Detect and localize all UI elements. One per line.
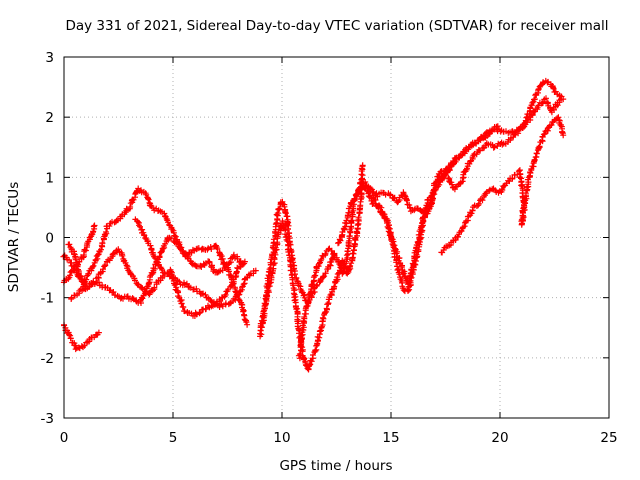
x-tick-label: 10 — [273, 430, 290, 446]
y-tick-label: 3 — [45, 50, 54, 66]
y-tick-label: 0 — [45, 231, 54, 247]
y-tick-label: 1 — [45, 170, 54, 186]
plot-frame — [63, 56, 610, 419]
y-tick-label: -3 — [41, 411, 54, 427]
x-tick-label: 25 — [600, 430, 617, 446]
series-track-i — [295, 95, 564, 362]
series-track-f — [132, 216, 259, 310]
y-tick-label: -2 — [41, 351, 54, 367]
series-track-k — [365, 123, 501, 295]
series-track-h — [257, 162, 366, 373]
x-axis-label: GPS time / hours — [279, 458, 392, 474]
series-track-l — [438, 114, 567, 256]
series-marks — [132, 216, 259, 310]
series-marks — [257, 162, 366, 373]
series-marks — [365, 123, 501, 295]
x-tick-label: 5 — [169, 430, 178, 446]
series-marks — [438, 114, 567, 256]
chart-title: Day 331 of 2021, Sidereal Day-to-day VTE… — [65, 18, 608, 34]
series-marks — [65, 241, 248, 319]
data-marks — [60, 77, 567, 373]
y-tick-label: -1 — [41, 291, 54, 307]
series-marks — [295, 95, 564, 362]
x-tick-label: 15 — [382, 430, 399, 446]
tick-labels: 0 5 10 15 20 25 -3 -2 -1 0 1 2 3 — [41, 50, 618, 446]
y-tick-label: 2 — [45, 110, 54, 126]
x-tick-label: 0 — [60, 430, 69, 446]
y-axis-label: SDTVAR / TECUs — [6, 182, 22, 292]
series-marks — [61, 321, 102, 353]
series-track-d — [65, 241, 248, 319]
series-track-a — [61, 321, 102, 353]
x-tick-label: 20 — [491, 430, 508, 446]
